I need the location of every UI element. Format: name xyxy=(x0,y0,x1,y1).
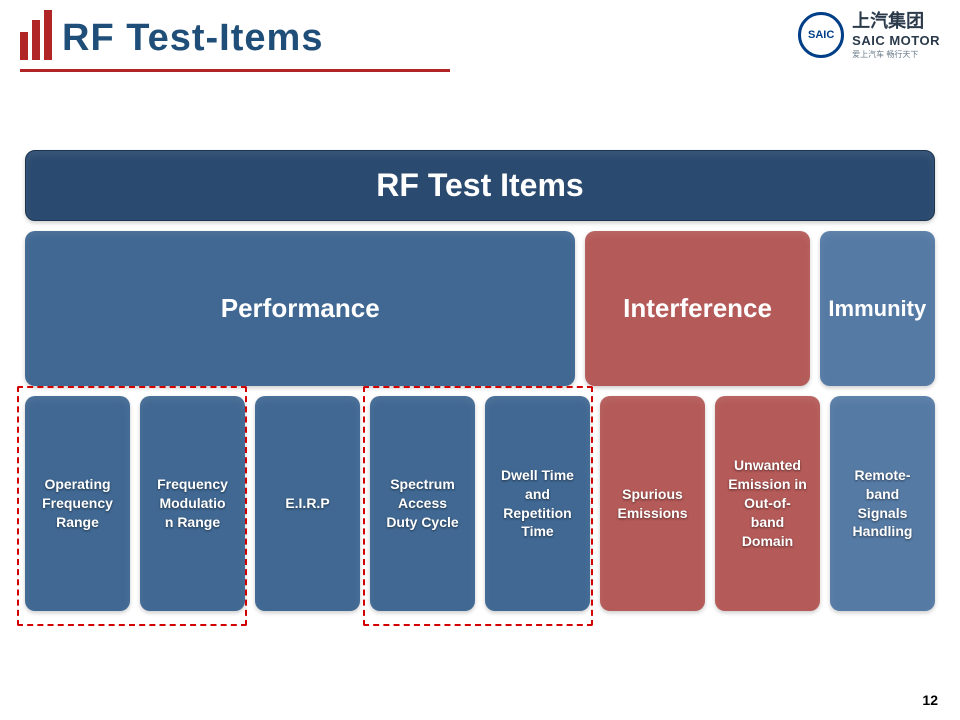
leaf-node-0: OperatingFrequencyRange xyxy=(25,396,130,611)
title-area: RF Test-Items xyxy=(20,10,323,60)
page-title: RF Test-Items xyxy=(62,17,323,60)
leaf-node-4: Dwell TimeandRepetitionTime xyxy=(485,396,590,611)
bars-icon xyxy=(20,10,52,60)
leaf-node-7: Remote-bandSignalsHandling xyxy=(830,396,935,611)
logo-tagline: 爱上汽车 畅行天下 xyxy=(852,50,940,60)
root-node: RF Test Items xyxy=(25,150,935,221)
logo-en: SAIC MOTOR xyxy=(852,33,940,50)
category-node-1: Interference xyxy=(585,231,809,386)
category-node-2: Immunity xyxy=(820,231,935,386)
leaf-node-5: SpuriousEmissions xyxy=(600,396,705,611)
bar-3 xyxy=(44,10,52,60)
page-number: 12 xyxy=(922,692,938,708)
header: RF Test-Items SAIC 上汽集团 SAIC MOTOR 爱上汽车 … xyxy=(0,0,960,61)
header-rule xyxy=(20,69,450,72)
category-node-0: Performance xyxy=(25,231,575,386)
logo-cn: 上汽集团 xyxy=(852,10,940,33)
logo-text: 上汽集团 SAIC MOTOR 爱上汽车 畅行天下 xyxy=(852,10,940,61)
leaf-node-1: FrequencyModulation Range xyxy=(140,396,245,611)
bar-1 xyxy=(20,32,28,60)
leaf-row: OperatingFrequencyRangeFrequencyModulati… xyxy=(25,396,935,611)
bar-2 xyxy=(32,20,40,60)
logo: SAIC 上汽集团 SAIC MOTOR 爱上汽车 畅行天下 xyxy=(798,10,940,61)
leaf-node-6: UnwantedEmission inOut-of-bandDomain xyxy=(715,396,820,611)
leaf-node-3: SpectrumAccessDuty Cycle xyxy=(370,396,475,611)
diagram: RF Test Items PerformanceInterferenceImm… xyxy=(25,150,935,611)
logo-badge-icon: SAIC xyxy=(798,12,844,58)
category-row: PerformanceInterferenceImmunity xyxy=(25,231,935,386)
leaf-node-2: E.I.R.P xyxy=(255,396,360,611)
